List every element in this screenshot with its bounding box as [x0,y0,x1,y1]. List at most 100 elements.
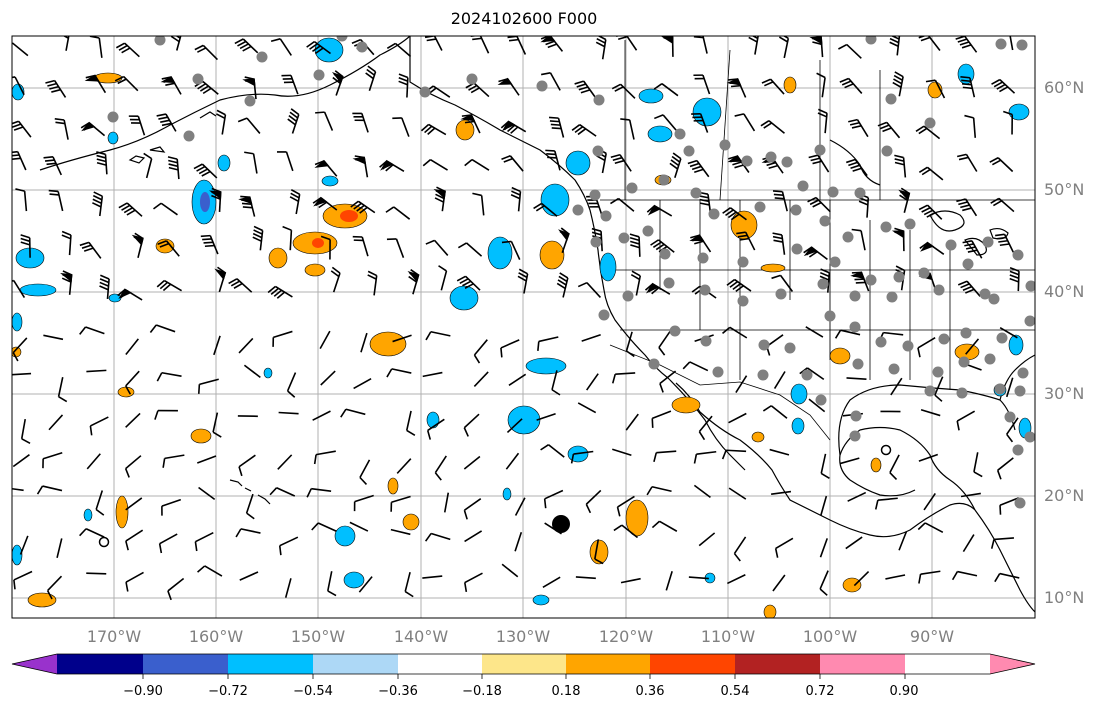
wind-barb [646,485,672,496]
wind-barb [500,120,527,134]
wind-barb [125,571,144,592]
station-marker [642,225,654,237]
wind-barb [197,378,219,394]
wind-barb [160,75,182,95]
graticule [12,36,1035,618]
wind-barb [594,539,604,565]
wind-barb [848,118,869,138]
wind-barb [456,275,481,291]
wind-barb [1006,417,1019,443]
colorbar-tick-label: −0.72 [208,684,248,699]
wind-barb [386,238,405,258]
wind-barb [918,570,941,584]
station-marker [979,288,991,300]
wind-barb [501,240,521,260]
wind-barb [574,80,596,98]
station-marker [902,340,914,352]
wind-barb [278,536,299,556]
wind-barb [996,457,1014,480]
station-marker [1014,385,1026,397]
wind-barb [464,158,490,171]
station-marker [1025,280,1035,292]
wind-barb [156,113,177,132]
station-marker [996,332,1008,344]
colorbar-tick-label: −0.18 [462,684,502,699]
wind-barb [287,108,300,134]
wind-barb [654,114,677,131]
wind-barb [42,452,63,469]
station-marker [885,93,897,105]
wind-barb [735,375,748,394]
station-marker [1004,411,1016,423]
station-marker [737,295,749,307]
wind-barb [197,565,223,577]
wind-barb [545,149,561,171]
wind-barb [653,450,677,463]
wind-barb [693,74,711,95]
wind-barb [577,281,602,298]
wind-barb [817,108,828,134]
wind-barb [80,121,106,137]
wind-barb [434,455,447,481]
wind-barb [359,459,371,485]
wind-barb [698,415,713,441]
wind-barb [143,152,153,179]
wind-barb [838,43,862,59]
wind-barb [728,412,747,424]
wind-barb [19,535,29,555]
wind-barb [894,154,907,178]
station-marker [982,236,994,248]
wind-barb [585,489,602,514]
wind-barb [278,411,299,415]
map-panel [12,36,1035,618]
wind-barb [728,487,747,500]
wind-barb [156,279,182,292]
wind-barb [691,113,709,133]
wind-barb [56,538,63,559]
wind-barb [48,414,64,431]
wind-barb [245,493,255,520]
wind-barb [424,532,451,542]
wind-barb [386,42,412,58]
wind-barb [156,371,182,382]
wind-barb [352,155,369,178]
wind-barb [272,330,293,347]
wind-barb [392,117,410,137]
station-marker [107,111,119,123]
wind-barb [330,266,341,293]
wind-barb [238,454,256,477]
wind-barb [209,187,222,212]
wind-barb [312,196,338,211]
strong-positive-contours [312,210,358,248]
station-marker [958,356,970,368]
strong-negative-contours [200,192,210,212]
station-marker [1024,431,1035,443]
wind-barb [125,412,141,428]
wind-barb [404,571,414,598]
wind-barb [877,121,901,139]
wind-barb [443,492,450,513]
station-marker [819,215,831,227]
wind-barb [170,36,182,51]
wind-barb [350,200,376,214]
open-marker [880,444,892,456]
station-marker [938,333,950,345]
wind-barb [920,409,941,417]
wind-barb [501,155,524,172]
wind-barb [898,187,911,213]
station-marker [875,336,887,348]
wind-barb [54,118,69,140]
station-marker [589,189,601,201]
wind-barb [194,532,214,552]
wind-barb [760,120,785,134]
wind-barb [358,576,373,593]
wind-barb [270,38,292,56]
station-marker [593,94,605,106]
wind-barb [12,487,24,492]
wind-barb [846,158,868,177]
colorbar-tick-label: −0.36 [378,684,418,699]
map-frame [11,35,1036,619]
station-marker [888,363,900,375]
station-marker [590,236,602,248]
wind-barb [551,370,561,396]
